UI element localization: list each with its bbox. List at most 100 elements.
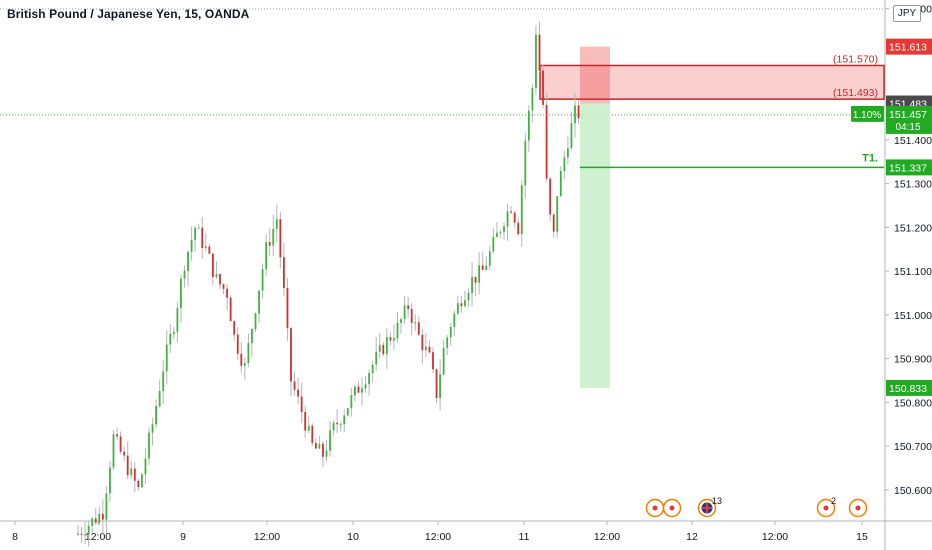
- candle-body: [258, 290, 260, 314]
- candle-body: [407, 305, 410, 309]
- candle: [527, 105, 530, 152]
- candle-body: [94, 518, 97, 523]
- candle: [94, 508, 97, 526]
- candle-countdown: 04:15: [895, 122, 920, 133]
- candle: [180, 274, 182, 323]
- candle-body: [488, 251, 491, 266]
- candle-body: [233, 321, 236, 335]
- candle: [506, 203, 509, 241]
- candle: [538, 21, 541, 73]
- x-tick-label: 12:00: [85, 531, 111, 543]
- candle-body: [283, 257, 285, 288]
- candle-body: [304, 412, 307, 431]
- candle-body: [503, 226, 505, 232]
- candle: [574, 93, 576, 138]
- candle: [563, 150, 566, 180]
- candle: [389, 331, 392, 346]
- candle-body: [236, 334, 239, 354]
- candle: [545, 94, 548, 182]
- candle: [432, 346, 434, 374]
- candle-body: [520, 185, 523, 235]
- candle-body: [91, 518, 94, 526]
- candles: [77, 21, 580, 547]
- candle: [297, 377, 299, 405]
- candle-body: [148, 432, 150, 459]
- candle-body: [417, 322, 420, 335]
- candle-body: [243, 363, 246, 366]
- candle-body: [485, 265, 488, 270]
- candle: [421, 329, 424, 365]
- candle-body: [162, 371, 165, 391]
- candle-body: [467, 292, 470, 301]
- candle: [236, 327, 239, 361]
- x-tick-label: 10: [347, 531, 359, 543]
- candle: [485, 256, 488, 271]
- event-marker[interactable]: 2: [816, 496, 837, 518]
- candle: [172, 326, 175, 340]
- candle: [215, 261, 218, 280]
- candle-body: [77, 533, 79, 535]
- event-count: 13: [712, 496, 722, 506]
- candle: [240, 342, 243, 373]
- candle: [520, 180, 523, 247]
- candle: [265, 234, 268, 276]
- candle-body: [414, 322, 417, 324]
- candle-body: [222, 284, 225, 289]
- candle-body: [570, 123, 573, 149]
- candle-body: [208, 246, 211, 254]
- candle: [283, 243, 285, 297]
- y-tick-label: 150.700: [894, 441, 932, 453]
- candle-body: [87, 525, 90, 535]
- x-tick-label: 15: [856, 531, 868, 543]
- candle-body: [155, 406, 157, 425]
- candle-body: [311, 425, 314, 444]
- candle-body: [382, 344, 385, 355]
- candle-body: [559, 170, 562, 197]
- level-annotation: (151.493): [833, 87, 878, 99]
- candle: [208, 243, 211, 255]
- candle-body: [151, 424, 154, 433]
- event-marker[interactable]: [662, 498, 682, 518]
- candle: [488, 245, 491, 271]
- candle-body: [226, 288, 228, 298]
- candle-body: [567, 148, 569, 158]
- candle: [329, 421, 331, 457]
- price-value-t1: 151.337: [889, 162, 927, 174]
- candle-body: [368, 372, 370, 385]
- y-tick-label: 150.900: [894, 354, 932, 366]
- candle-body: [332, 422, 335, 431]
- candle: [293, 371, 296, 396]
- candle-body: [378, 344, 381, 352]
- event-count: 2: [831, 496, 836, 506]
- event-marker[interactable]: 13: [697, 496, 723, 518]
- event-dot-icon: [669, 505, 675, 511]
- candle-body: [531, 87, 534, 111]
- x-tick-label: 9: [180, 531, 186, 543]
- y-tick-label: 150.600: [894, 485, 932, 497]
- candle-body: [428, 346, 431, 353]
- candle: [222, 283, 225, 295]
- current-price-value: 151.457: [889, 109, 927, 121]
- candle-body: [204, 246, 207, 248]
- candle-body: [144, 458, 147, 475]
- event-marker[interactable]: [645, 498, 665, 518]
- candle-body: [389, 337, 392, 341]
- candle: [410, 303, 413, 336]
- candle-body: [371, 364, 374, 373]
- candle: [371, 361, 374, 383]
- candle-body: [247, 343, 250, 364]
- candle: [403, 295, 406, 325]
- candle: [385, 328, 388, 369]
- candle: [286, 278, 289, 341]
- candle: [229, 295, 232, 322]
- event-marker[interactable]: [848, 498, 868, 518]
- currency-button[interactable]: JPY: [893, 5, 921, 22]
- x-axis-ticks: 8 12:00 9 12:00 10 12:00 11 12:00 12 12:00 15: [12, 521, 868, 543]
- candle-body: [130, 468, 133, 476]
- candle: [130, 461, 133, 479]
- candle: [112, 430, 115, 471]
- candle: [201, 216, 204, 259]
- candle: [531, 84, 534, 123]
- candle: [393, 324, 395, 351]
